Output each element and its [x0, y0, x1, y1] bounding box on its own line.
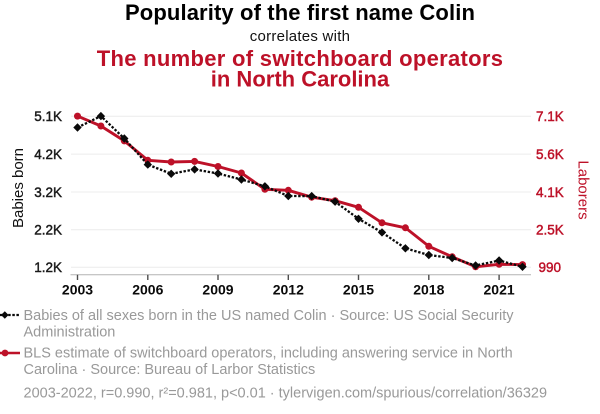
- svg-text:2006: 2006: [132, 282, 163, 298]
- svg-text:1.2K: 1.2K: [34, 260, 62, 275]
- svg-text:in North Carolina: in North Carolina: [211, 67, 390, 92]
- svg-text:2.2K: 2.2K: [34, 223, 62, 238]
- svg-text:4.1K: 4.1K: [536, 185, 564, 200]
- svg-text:2021: 2021: [484, 282, 515, 298]
- svg-text:5.1K: 5.1K: [34, 109, 62, 124]
- svg-text:5.6K: 5.6K: [536, 147, 564, 162]
- svg-text:2003: 2003: [62, 282, 93, 298]
- svg-text:7.1K: 7.1K: [536, 109, 564, 124]
- svg-text:2003-2022, r=0.990, r²=0.981,: 2003-2022, r=0.990, r²=0.981, p<0.01 · t…: [24, 386, 548, 402]
- svg-text:3.2K: 3.2K: [34, 185, 62, 200]
- svg-text:2012: 2012: [273, 282, 304, 298]
- svg-text:2015: 2015: [343, 282, 374, 298]
- svg-text:2009: 2009: [202, 282, 233, 298]
- svg-text:2.5K: 2.5K: [536, 223, 564, 238]
- svg-text:Babies of all sexes born in th: Babies of all sexes born in the US named…: [24, 308, 515, 324]
- svg-text:Administration: Administration: [24, 325, 116, 341]
- svg-text:The number of switchboard oper: The number of switchboard operators: [97, 46, 504, 71]
- svg-text:990: 990: [539, 260, 562, 275]
- svg-text:Carolina · Source: Bureau of L: Carolina · Source: Bureau of Larbor Stat…: [24, 362, 316, 378]
- svg-text:Popularity of the first name C: Popularity of the first name Colin: [125, 0, 475, 25]
- svg-text:Babies born: Babies born: [10, 148, 27, 228]
- svg-text:correlates with: correlates with: [250, 28, 350, 45]
- svg-text:4.2K: 4.2K: [34, 147, 62, 162]
- svg-text:2018: 2018: [413, 282, 444, 298]
- svg-text:BLS estimate of switchboard op: BLS estimate of switchboard operators, i…: [24, 346, 513, 362]
- svg-text:Laborers: Laborers: [575, 160, 592, 219]
